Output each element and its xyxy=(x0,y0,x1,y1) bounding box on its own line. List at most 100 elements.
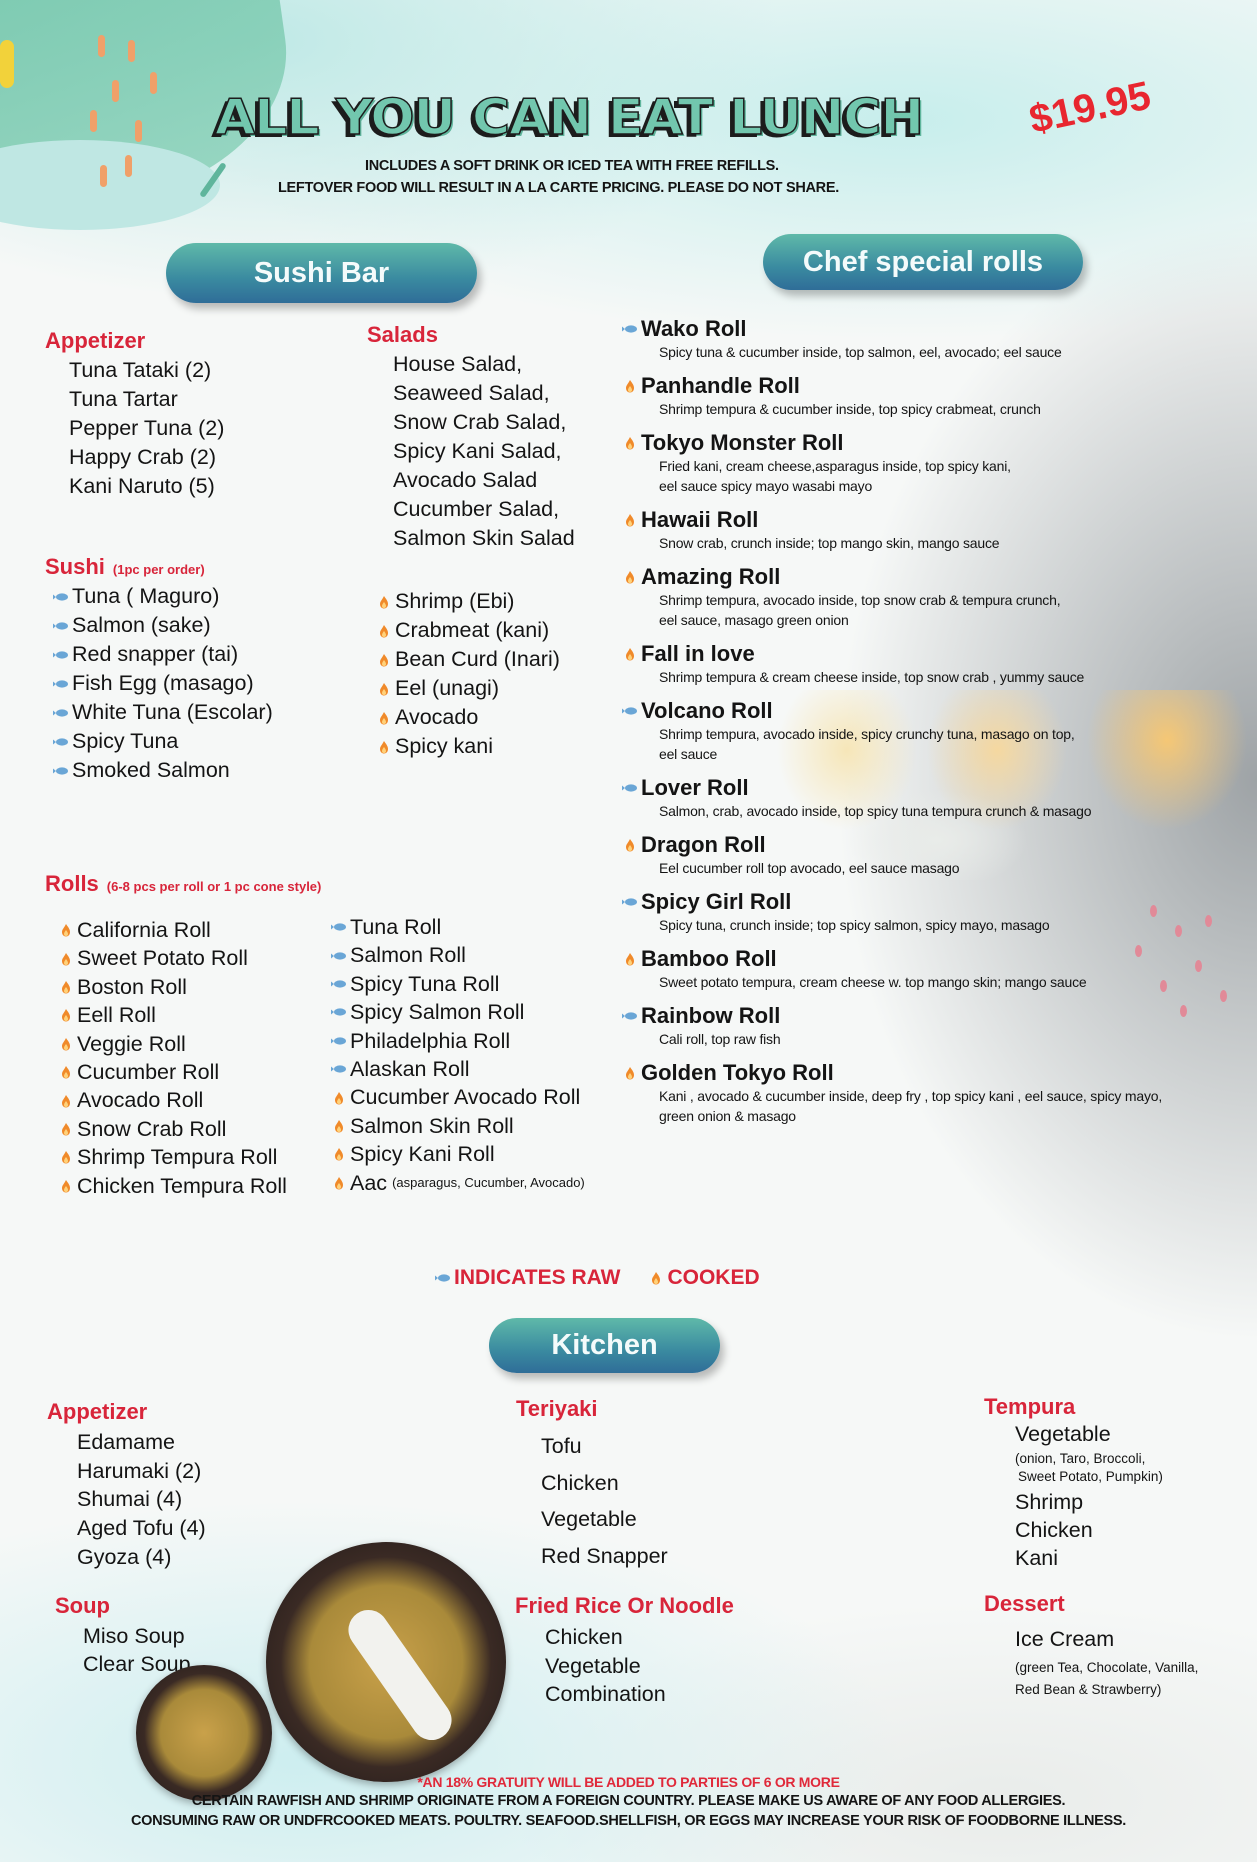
menu-item-name: Cucumber Salad, xyxy=(393,497,560,521)
raw-fish-icon xyxy=(622,322,638,336)
menu-item-name: Salmon Skin Roll xyxy=(350,1113,514,1138)
menu-item-name: Shrimp (Ebi) xyxy=(395,589,515,613)
petal-decoration xyxy=(1205,915,1212,927)
menu-item-name: Salmon Skin Salad xyxy=(393,526,575,550)
menu-item: Chicken Tempura Roll xyxy=(58,1172,287,1200)
menu-item-name: Red snapper (tai) xyxy=(72,642,239,666)
menu-item-name: Boston Roll xyxy=(77,974,187,999)
sushi-heading: Sushi (1pc per order) xyxy=(45,554,205,580)
menu-item: Shumai (4) xyxy=(77,1485,206,1514)
menu-item: Spicy Salmon Roll xyxy=(331,998,585,1026)
raw-fish-icon xyxy=(622,895,638,909)
cooked-flame-icon xyxy=(58,1037,74,1051)
menu-item: Chicken xyxy=(545,1623,666,1652)
petal-decoration xyxy=(1175,925,1182,937)
menu-item-name: Philadelphia Roll xyxy=(350,1028,511,1053)
menu-item: Aged Tofu (4) xyxy=(77,1514,206,1543)
menu-item: Veggie Roll xyxy=(58,1030,287,1058)
menu-item: Chicken xyxy=(541,1465,668,1502)
menu-item: Shrimp xyxy=(1015,1488,1093,1516)
sushi-roll-photo xyxy=(697,690,1257,880)
gratuity-note: *AN 18% GRATUITY WILL BE ADDED TO PARTIE… xyxy=(417,1774,840,1790)
menu-item: Edamame xyxy=(77,1428,206,1457)
menu-item-name: Shrimp Tempura Roll xyxy=(77,1145,278,1170)
clear-soup-photo xyxy=(136,1665,272,1801)
chef-roll-description: eel sauce, masago green onion xyxy=(659,612,849,628)
menu-item: White Tuna (Escolar) xyxy=(53,698,273,727)
menu-item-name: Pepper Tuna (2) xyxy=(69,416,225,440)
chef-roll-name: Amazing Roll xyxy=(641,564,781,589)
menu-item-name: Tuna ( Maguro) xyxy=(72,584,220,608)
chef-roll-item: Volcano Roll Shrimp tempura, avocado insi… xyxy=(622,698,1252,764)
salads-heading: Salads xyxy=(367,322,438,347)
decorative-wave xyxy=(0,140,220,230)
tempura-vegetable-note: Sweet Potato, Pumpkin) xyxy=(1018,1469,1163,1484)
chef-roll-description: Shrimp tempura & cream cheese inside, to… xyxy=(659,669,1085,685)
menu-item-name: Eel (unagi) xyxy=(395,676,499,700)
menu-item-name: Chicken xyxy=(541,1470,619,1495)
raw-fish-icon xyxy=(622,1009,638,1023)
menu-item-name: Shumai (4) xyxy=(77,1487,183,1512)
chef-roll-item: Wako Roll Spicy tuna & cucumber inside, t… xyxy=(622,316,1252,362)
menu-item-name: Avocado Roll xyxy=(77,1088,204,1113)
chef-roll-name-row: Lover Roll xyxy=(622,775,1252,801)
raw-fish-icon xyxy=(622,781,638,795)
menu-item: Pepper Tuna (2) xyxy=(69,414,224,443)
menu-item: Tuna Tataki (2) xyxy=(69,356,224,385)
menu-item: Miso Soup xyxy=(83,1622,191,1650)
chef-roll-name-row: Volcano Roll xyxy=(622,698,1252,724)
tempura-list: Shrimp Chicken Kani xyxy=(1015,1488,1093,1572)
menu-item-name: Tuna Tartar xyxy=(69,387,178,411)
menu-item: Spicy Tuna xyxy=(53,727,273,756)
rolls-list-2: Tuna Roll Salmon Roll Spicy Tuna Roll Spicy… xyxy=(331,913,585,1197)
menu-item-name: California Roll xyxy=(77,918,211,942)
rolls-heading-text: Rolls xyxy=(45,871,99,896)
raw-fish-icon xyxy=(622,704,638,718)
cooked-flame-icon xyxy=(648,1271,664,1285)
chef-roll-description: Cali roll, top raw fish xyxy=(659,1031,781,1047)
menu-item-name: Shrimp xyxy=(1015,1490,1084,1514)
teriyaki-heading: Teriyaki xyxy=(516,1396,598,1421)
chef-roll-item: Bamboo Roll Sweet potato tempura, cream c… xyxy=(622,946,1252,992)
menu-item-name: Chicken xyxy=(1015,1518,1093,1542)
section-chef-special: Chef special rolls xyxy=(763,234,1083,290)
menu-item: Spicy Kani Salad, xyxy=(393,437,575,466)
menu-item: Red snapper (tai) xyxy=(53,640,273,669)
petal-decoration xyxy=(1195,960,1202,972)
chef-roll-description: Shrimp tempura & cucumber inside, top sp… xyxy=(659,401,1041,417)
menu-item-name: Combination xyxy=(545,1682,666,1706)
menu-item: Fish Egg (masago) xyxy=(53,669,273,698)
cooked-flame-icon xyxy=(376,653,392,667)
cooked-flame-icon xyxy=(58,1179,74,1193)
section-sushi-bar: Sushi Bar xyxy=(166,243,477,303)
menu-item-name: Red Snapper xyxy=(541,1544,668,1569)
menu-item-name: Seaweed Salad, xyxy=(393,381,550,405)
petal-decoration xyxy=(1220,990,1227,1002)
teriyaki-list: Tofu Chicken Vegetable Red Snapper xyxy=(541,1428,668,1575)
menu-item-name: Aged Tofu (4) xyxy=(77,1516,206,1541)
chef-roll-description: Eel cucumber roll top avocado, eel sauce… xyxy=(659,860,960,876)
menu-item: Shrimp (Ebi) xyxy=(376,587,560,616)
menu-item: Tuna ( Maguro) xyxy=(53,582,273,611)
cooked-flame-icon xyxy=(58,923,74,937)
menu-item-name: Miso Soup xyxy=(83,1624,185,1648)
fried-rice-list: Chicken Vegetable Combination xyxy=(545,1623,666,1709)
chef-roll-name-row: Amazing Roll xyxy=(622,564,1252,590)
menu-item: Bean Curd (Inari) xyxy=(376,645,560,674)
decorative-dash xyxy=(150,72,157,94)
soup-heading: Soup xyxy=(55,1593,110,1618)
foodborne-warning: CONSUMING RAW OR UNDFRCOOKED MEATS. POUL… xyxy=(130,1813,1127,1829)
chef-roll-description: Spicy tuna & cucumber inside, top salmon… xyxy=(659,344,1062,360)
cooked-flame-icon xyxy=(58,1065,74,1079)
icon-legend: INDICATES RAW COOKED xyxy=(435,1266,760,1290)
chef-roll-name: Tokyo Monster Roll xyxy=(641,430,844,455)
cooked-flame-icon xyxy=(58,980,74,994)
chef-roll-item: Dragon Roll Eel cucumber roll top avocado… xyxy=(622,832,1252,878)
menu-item-name: Chicken Tempura Roll xyxy=(77,1173,287,1198)
menu-item: Vegetable xyxy=(545,1652,666,1681)
raw-fish-icon xyxy=(53,648,69,662)
menu-item-name: Eell Roll xyxy=(77,1003,156,1028)
dessert-note: (green Tea, Chocolate, Vanilla, xyxy=(1015,1660,1199,1675)
cooked-flame-icon xyxy=(622,952,638,966)
decorative-dash xyxy=(125,155,132,177)
